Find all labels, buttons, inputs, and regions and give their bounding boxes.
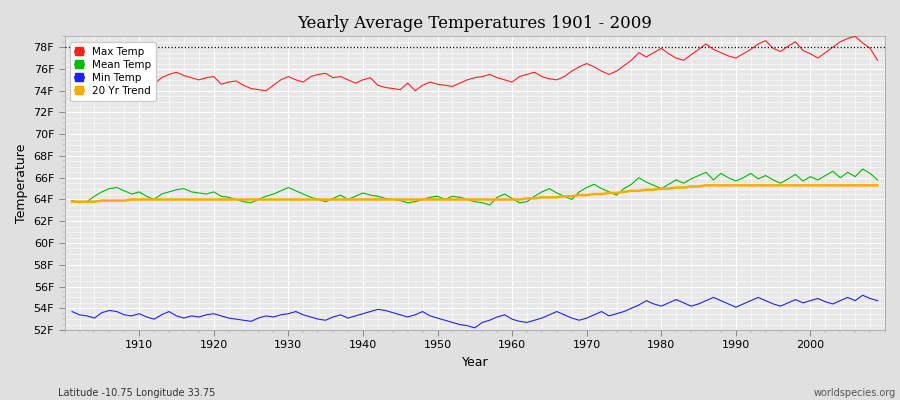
Legend: Max Temp, Mean Temp, Min Temp, 20 Yr Trend: Max Temp, Mean Temp, Min Temp, 20 Yr Tre… [70,42,156,101]
X-axis label: Year: Year [462,356,488,369]
Text: Latitude -10.75 Longitude 33.75: Latitude -10.75 Longitude 33.75 [58,388,216,398]
Text: worldspecies.org: worldspecies.org [814,388,896,398]
Title: Yearly Average Temperatures 1901 - 2009: Yearly Average Temperatures 1901 - 2009 [297,15,652,32]
Y-axis label: Temperature: Temperature [15,144,28,223]
